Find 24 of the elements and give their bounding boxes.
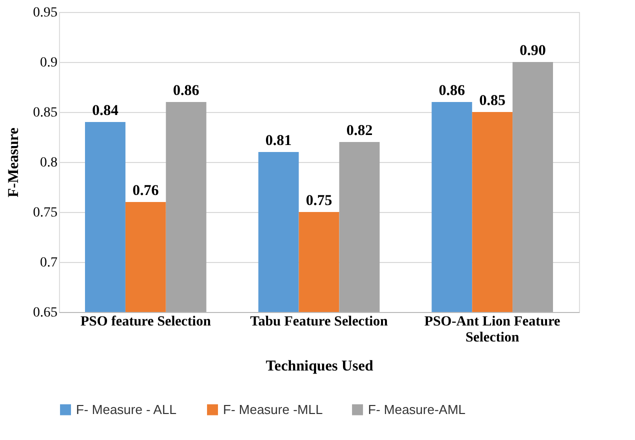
- y-tick-label: 0.95: [33, 6, 58, 20]
- y-axis-title: F-Measure: [6, 127, 22, 198]
- y-tick-label: 0.7: [40, 256, 58, 270]
- data-label: 0.82: [346, 123, 373, 139]
- data-label: 0.81: [265, 133, 292, 149]
- data-label: 0.76: [132, 183, 160, 199]
- x-axis-title: Techniques Used: [266, 358, 374, 374]
- legend-label: F- Measure -MLL: [223, 402, 323, 417]
- y-tick-label: 0.85: [33, 106, 58, 120]
- data-label: 0.85: [479, 93, 506, 109]
- y-tick-label: 0.65: [33, 306, 58, 320]
- y-tick-label: 0.9: [40, 56, 58, 70]
- data-label: 0.86: [172, 83, 200, 99]
- x-tick-label: PSO-Ant Lion Feature Selection: [424, 314, 560, 346]
- data-label: 0.86: [438, 83, 466, 99]
- y-tick-label: 0.8: [40, 156, 58, 170]
- legend-label: F- Measure-AML: [368, 402, 466, 417]
- legend-label: F- Measure - ALL: [76, 402, 176, 417]
- y-tick-label: 0.75: [33, 206, 58, 220]
- x-tick-label: PSO feature Selection: [80, 314, 212, 330]
- x-tick-label: Tabu Feature Selection: [250, 314, 388, 330]
- data-label: 0.84: [92, 103, 119, 119]
- data-label: 0.90: [520, 43, 546, 59]
- data-label: 0.75: [306, 193, 332, 209]
